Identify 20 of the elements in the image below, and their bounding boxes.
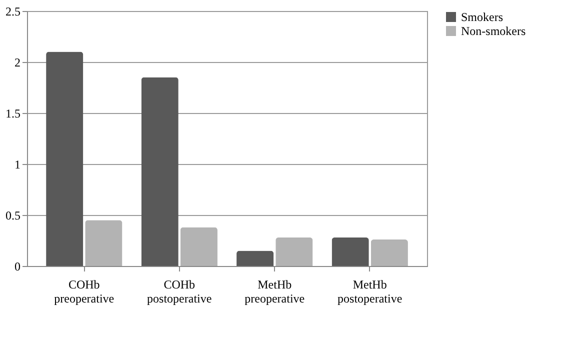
y-tick-label: 2 <box>14 56 20 70</box>
y-tick-label: 1 <box>14 158 20 172</box>
bar <box>276 237 313 266</box>
x-tick-label: COHb preoperative <box>54 278 114 306</box>
legend-label: Smokers <box>461 10 504 24</box>
y-tick-label: 0.5 <box>6 208 20 222</box>
x-tick-label: COHb postoperative <box>147 278 212 306</box>
y-tick-label: 0 <box>14 260 20 274</box>
x-tick-label: MetHb postoperative <box>338 278 402 306</box>
x-tick-label: MetHb preoperative <box>244 278 305 306</box>
bar <box>332 237 369 266</box>
y-tick-label: 2.5 <box>6 4 20 18</box>
bar <box>236 250 274 266</box>
legend-label: Non-smokers <box>461 24 526 38</box>
bar <box>141 77 178 266</box>
bar <box>180 227 218 266</box>
y-tick-label: 1.5 <box>6 106 20 120</box>
bar <box>46 52 84 266</box>
bar <box>85 220 122 266</box>
bar <box>370 239 408 266</box>
